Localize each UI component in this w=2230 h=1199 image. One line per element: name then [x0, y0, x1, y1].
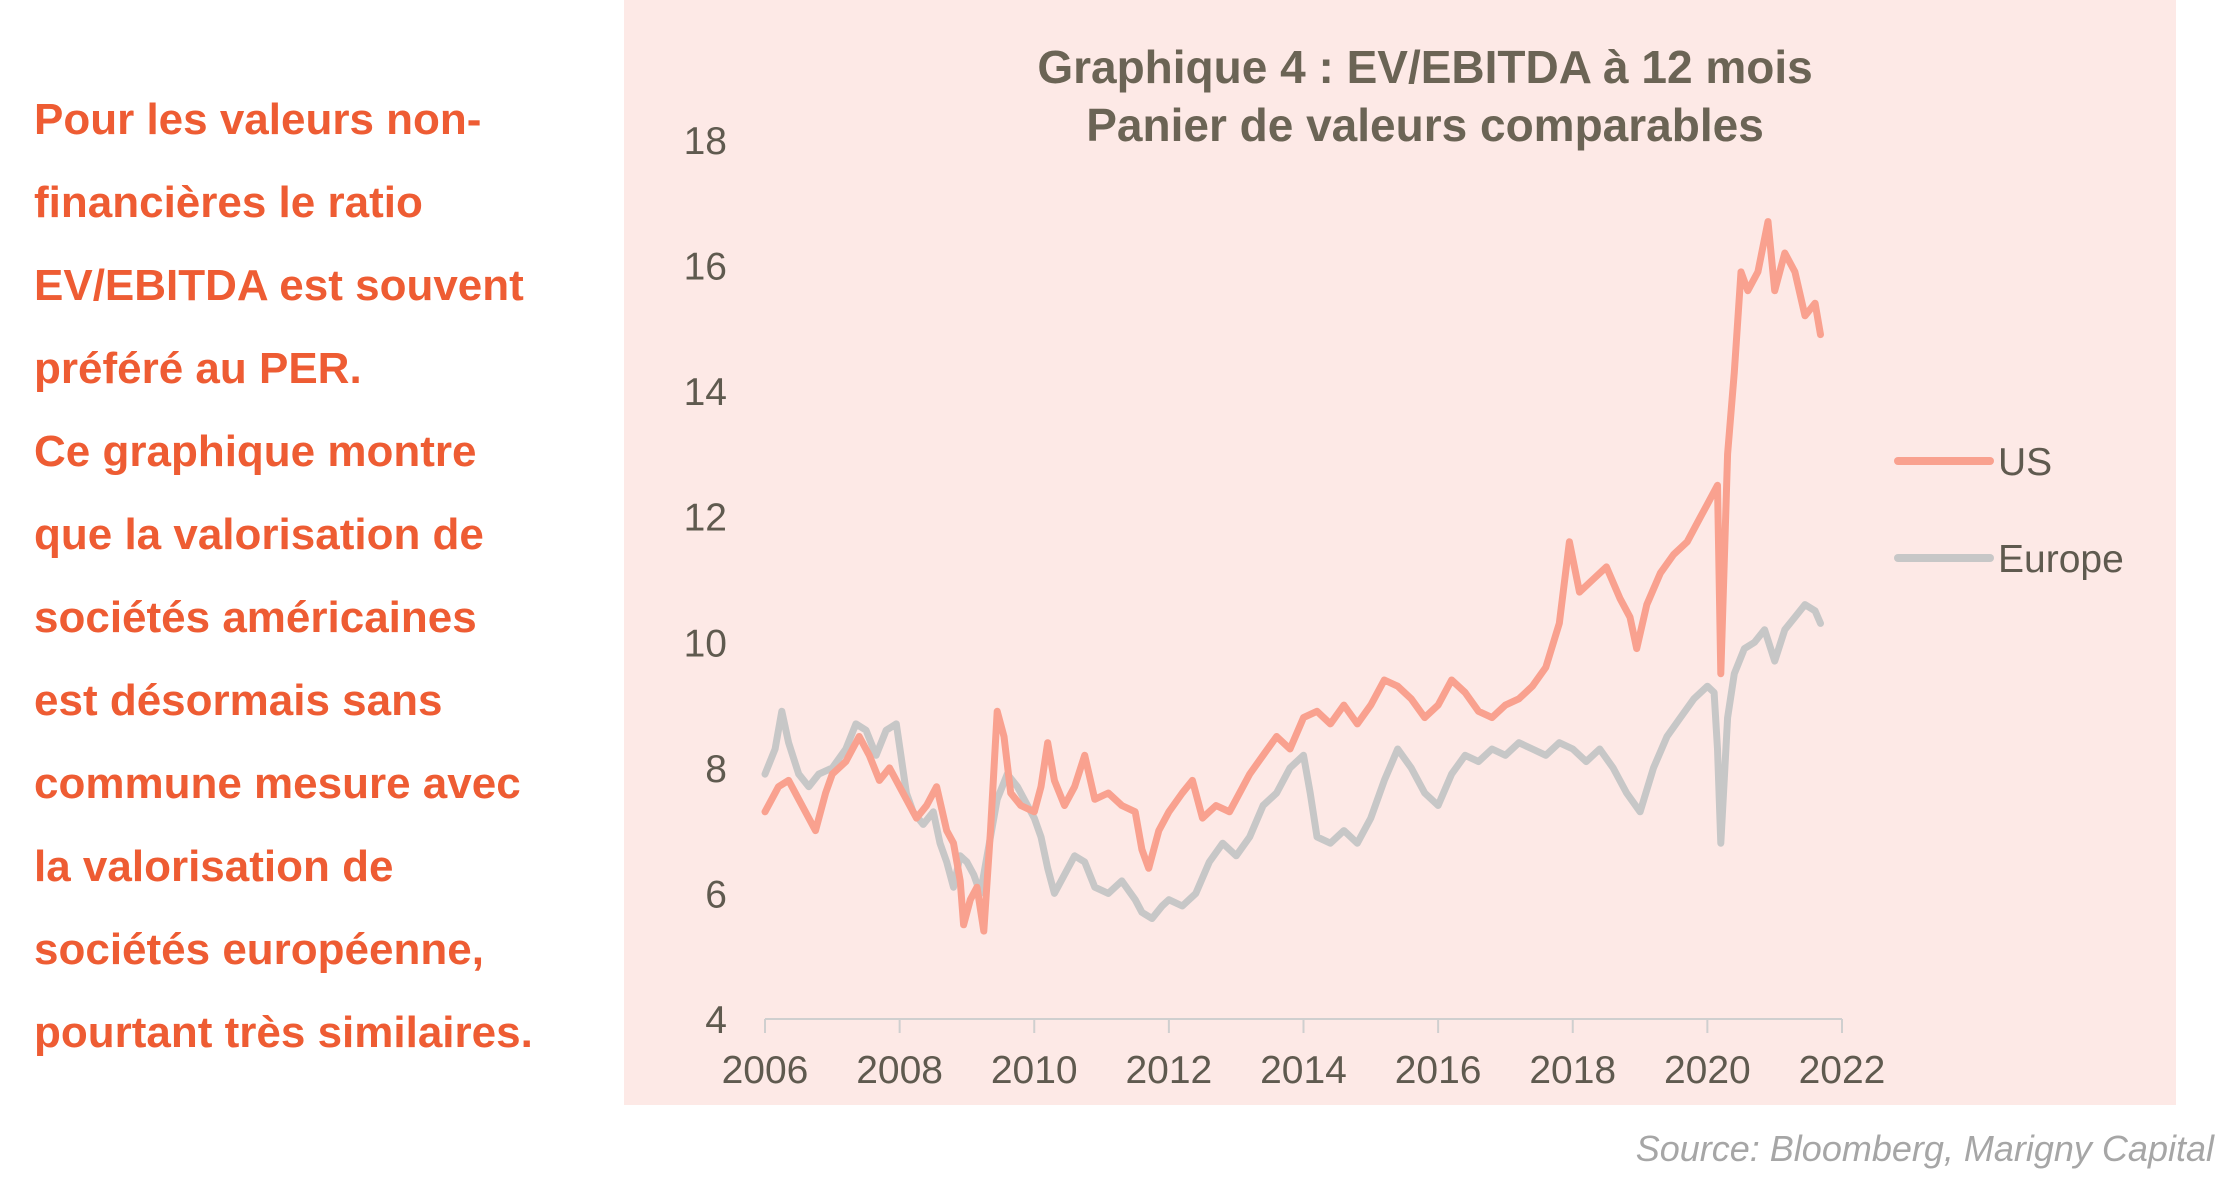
- source-note: Source: Bloomberg, Marigny Capital: [1635, 1128, 2214, 1169]
- legend-label-us: US: [1998, 441, 2052, 484]
- y-tick-label: 16: [684, 246, 727, 289]
- commentary-line: sociétés européenne,: [34, 925, 484, 974]
- x-tick-label: 2020: [1664, 1049, 1751, 1092]
- series-line-europe: [761, 601, 1824, 922]
- legend-label-europe: Europe: [1998, 538, 2124, 581]
- commentary-line: Ce graphique montre: [34, 427, 477, 476]
- y-tick-label: 4: [705, 999, 727, 1042]
- commentary-line: Pour les valeurs non-: [34, 95, 482, 144]
- chart-subtitle: Panier de valeurs comparables: [1086, 99, 1764, 151]
- x-tick-label: 2008: [856, 1049, 943, 1092]
- chart-title-block: Graphique 4 : EV/EBITDA à 12 mois Panier…: [624, 38, 2176, 154]
- y-tick-label: 8: [705, 748, 727, 791]
- y-tick-label: 12: [684, 497, 727, 540]
- x-tick-label: 2010: [991, 1049, 1078, 1092]
- y-tick-label: 14: [684, 371, 727, 414]
- commentary-line: commune mesure avec: [34, 759, 521, 808]
- commentary-line: que la valorisation de: [34, 510, 484, 559]
- x-tick-label: 2022: [1799, 1049, 1886, 1092]
- y-tick-label: 6: [705, 873, 727, 916]
- x-tick-label: 2018: [1529, 1049, 1616, 1092]
- commentary-line: préféré au PER.: [34, 344, 362, 393]
- y-tick-label: 18: [684, 120, 727, 163]
- commentary-line: financières le ratio: [34, 178, 423, 227]
- chart-panel: [624, 0, 2176, 1105]
- x-tick-label: 2012: [1125, 1049, 1212, 1092]
- chart-title: Graphique 4 : EV/EBITDA à 12 mois: [1037, 41, 1813, 93]
- series-line-us: [761, 218, 1824, 935]
- commentary-line: EV/EBITDA est souvent: [34, 261, 524, 310]
- commentary-line: pourtant très similaires.: [34, 1008, 533, 1057]
- x-tick-label: 2006: [722, 1049, 809, 1092]
- x-tick-label: 2014: [1260, 1049, 1347, 1092]
- commentary-line: la valorisation de: [34, 842, 394, 891]
- commentary-line: est désormais sans: [34, 676, 443, 725]
- x-tick-label: 2016: [1395, 1049, 1482, 1092]
- commentary-line: sociétés américaines: [34, 593, 477, 642]
- y-tick-label: 10: [684, 622, 727, 665]
- commentary-text: Pour les valeurs non-financières le rati…: [34, 78, 594, 1074]
